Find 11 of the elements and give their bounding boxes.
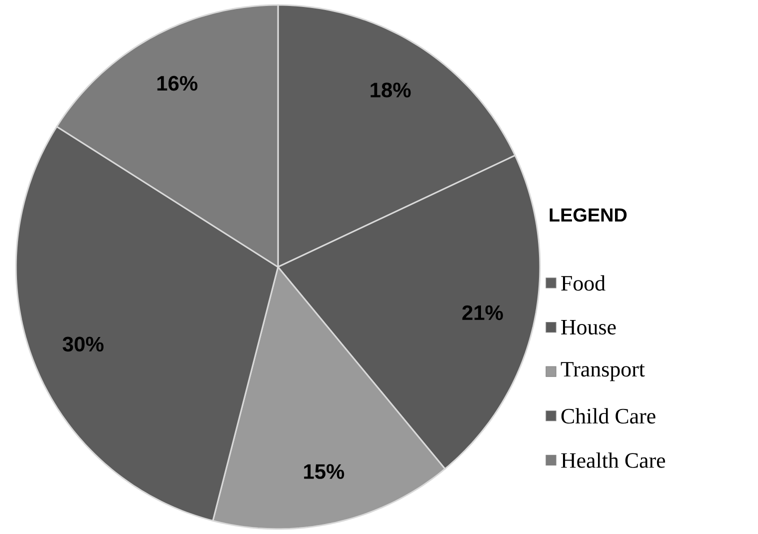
data-label: 15%	[304, 464, 344, 479]
data-label: 16%	[157, 76, 198, 91]
legend-title: LEGEND	[550, 208, 627, 222]
legend-label: Child Care	[561, 408, 656, 424]
data-label: 30%	[62, 336, 104, 352]
data-label: 18%	[370, 82, 411, 98]
legend-label: Health Care	[561, 452, 666, 468]
legend-label: House	[561, 320, 616, 335]
legend-label: Transport	[560, 362, 645, 382]
data-label: 21%	[462, 305, 503, 320]
legend-label: Food	[561, 275, 606, 291]
